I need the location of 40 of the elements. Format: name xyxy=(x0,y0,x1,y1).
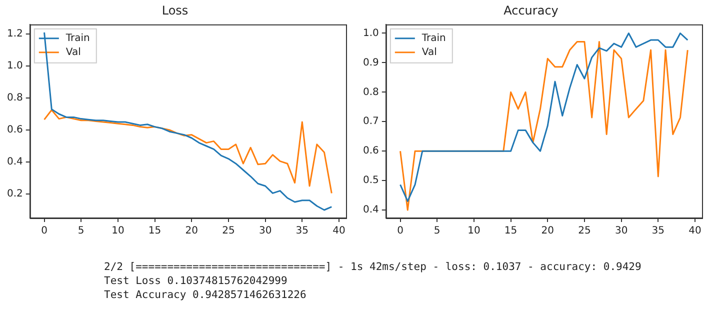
x-tick-label: 30 xyxy=(258,226,272,237)
chart-title: Accuracy xyxy=(504,3,558,18)
x-tick-label: 35 xyxy=(652,226,665,237)
legend-label: Val xyxy=(422,46,437,58)
x-tick-label: 35 xyxy=(296,226,309,237)
legend-label: Train xyxy=(64,32,90,44)
x-tick-label: 20 xyxy=(541,226,554,237)
x-tick-label: 10 xyxy=(468,226,480,237)
y-tick-label: 0.8 xyxy=(6,92,23,104)
x-tick-label: 0 xyxy=(397,226,404,237)
x-tick-label: 25 xyxy=(222,226,235,237)
y-tick-label: 0.8 xyxy=(362,86,379,98)
y-tick-label: 0.4 xyxy=(6,156,23,168)
y-tick-label: 0.9 xyxy=(362,57,379,68)
legend-label: Train xyxy=(420,32,446,44)
legend-label: Val xyxy=(66,46,81,58)
text: Test Loss 0.10374815762042999 xyxy=(104,274,288,288)
y-tick-label: 0.5 xyxy=(362,175,379,186)
chart-title: Loss xyxy=(162,3,188,18)
y-tick-label: 0.6 xyxy=(362,146,379,157)
x-tick-label: 5 xyxy=(434,226,440,237)
x-tick-label: 5 xyxy=(78,226,84,237)
y-tick-label: 0.4 xyxy=(362,204,379,216)
x-tick-label: 0 xyxy=(41,226,48,237)
x-tick-label: 20 xyxy=(185,226,198,237)
x-tick-label: 10 xyxy=(112,226,124,237)
y-tick-label: 0.2 xyxy=(6,188,23,200)
text: Test Accuracy 0.9428571462631226 xyxy=(104,288,308,302)
text: 2/2 [==============================] - 1s 42ms/step - loss: 0.1037 - accuracy: 0.9429 xyxy=(104,260,642,274)
x-tick-label: 15 xyxy=(504,226,518,237)
y-tick-label: 1.0 xyxy=(362,28,379,39)
x-tick-label: 30 xyxy=(614,226,628,237)
x-tick-label: 40 xyxy=(332,226,346,237)
x-tick-label: 25 xyxy=(578,226,591,237)
y-tick-label: 1.2 xyxy=(6,28,23,40)
y-tick-label: 0.6 xyxy=(6,124,23,136)
x-tick-label: 40 xyxy=(688,226,702,237)
y-tick-label: 0.7 xyxy=(362,116,379,128)
x-tick-label: 15 xyxy=(148,226,162,237)
y-tick-label: 1.0 xyxy=(6,60,23,72)
